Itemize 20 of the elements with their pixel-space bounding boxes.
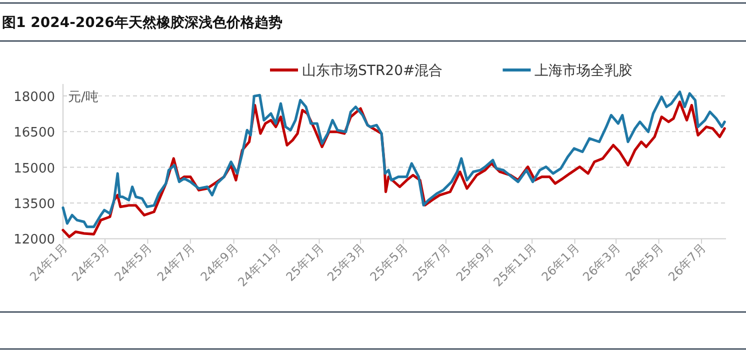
- legend-label: 山东市场STR20#混合: [302, 63, 443, 79]
- y-tick-label: 16500: [14, 126, 55, 141]
- x-tick-label: 25年7月: [410, 240, 454, 284]
- y-tick-label: 18000: [14, 90, 55, 105]
- y-tick-label: 13500: [14, 197, 55, 212]
- x-tick-label: 24年3月: [69, 240, 112, 284]
- chart-title: 图1 2024-2026年天然橡胶深浅色价格趋势: [2, 14, 282, 31]
- x-tick-label: 25年3月: [324, 240, 368, 284]
- legend-label: 上海市场全乳胶: [534, 63, 633, 79]
- x-tick-label: 24年7月: [154, 240, 198, 284]
- x-tick-label: 26年5月: [622, 240, 666, 284]
- x-tick-label: 26年1月: [538, 240, 582, 284]
- x-tick-label: 25年5月: [367, 240, 410, 284]
- y-tick-label: 12000: [14, 232, 55, 248]
- x-tick-label: 24年5月: [112, 240, 155, 284]
- x-tick-label: 26年3月: [580, 240, 624, 284]
- y-axis-title: 元/吨: [68, 90, 98, 105]
- x-tick-label: 26年7月: [666, 240, 709, 284]
- y-tick-label: 15000: [14, 161, 55, 176]
- x-tick-label: 25年1月: [283, 240, 326, 284]
